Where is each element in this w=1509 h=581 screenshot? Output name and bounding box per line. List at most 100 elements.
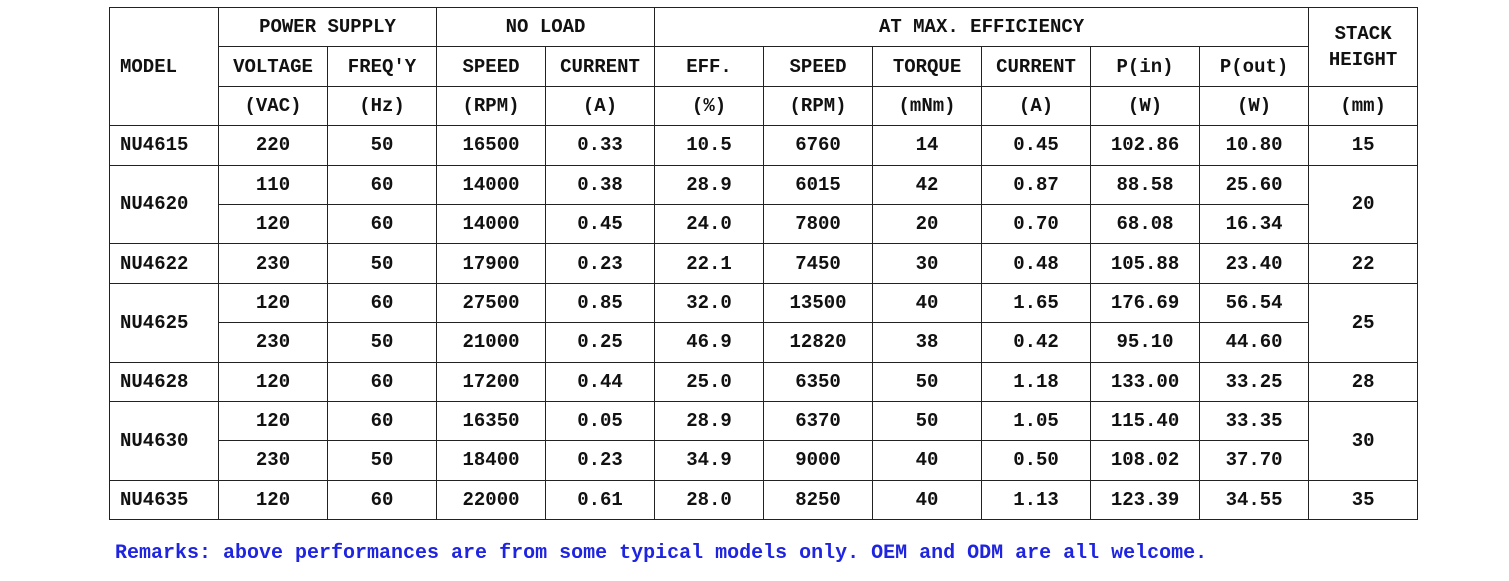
data-cell: 1.65: [981, 282, 1092, 324]
data-cell: 7800: [763, 203, 874, 245]
data-cell: 23.40: [1199, 243, 1310, 284]
header-row: VOLTAGE FREQ'Y SPEED CURRENT EFF. SPEED TORQUE…: [110, 46, 1418, 87]
stack-cell: 20: [1308, 164, 1419, 245]
data-cell: 34.9: [654, 440, 765, 481]
data-cell: 6350: [763, 361, 874, 402]
header-cell: SPEED: [763, 46, 874, 87]
stack-cell: 22: [1308, 243, 1419, 284]
data-row: NU4622 230 50 17900 0.23 22.1 7450 30 0.48 105.88…: [109, 243, 1419, 284]
model-cell: NU4622: [109, 243, 219, 284]
data-cell: 120: [218, 479, 328, 521]
data-cell: 37.70: [1199, 440, 1310, 481]
data-cell: 230: [218, 440, 328, 481]
header-cell: P(in): [1090, 46, 1201, 87]
data-cell: 6760: [763, 125, 874, 166]
unit-cell: (W): [1090, 85, 1201, 127]
stack-cell: 15: [1308, 125, 1419, 166]
data-cell: 16.34: [1199, 203, 1310, 245]
data-cell: 12820: [763, 322, 874, 363]
data-cell: 176.69: [1090, 282, 1201, 324]
model-cell: NU4628: [109, 361, 219, 402]
data-cell: 230: [218, 322, 328, 363]
data-cell: 24.0: [654, 203, 765, 245]
data-row: 230 50 21000 0.25 46.9 12820 38 0.42 95.10 44.60: [110, 322, 1418, 363]
data-cell: 28.9: [654, 164, 765, 205]
data-cell: 1.05: [981, 400, 1092, 442]
unit-cell: (RPM): [436, 85, 547, 127]
data-cell: 33.35: [1199, 400, 1310, 442]
model-cell: NU4625: [109, 282, 219, 363]
data-cell: 1.13: [981, 479, 1092, 521]
unit-cell: (mm): [1308, 85, 1419, 127]
header-row: MODEL POWER SUPPLY NO LOAD AT MAX. EFFIC…: [109, 6, 1419, 127]
data-cell: 60: [326, 361, 438, 402]
unit-cell: (A): [545, 85, 656, 127]
data-cell: 0.70: [981, 203, 1092, 245]
data-cell: 60: [326, 400, 438, 442]
unit-cell: (%): [654, 85, 765, 127]
data-cell: 0.38: [545, 164, 656, 205]
header-cell: POWER SUPPLY: [217, 6, 438, 48]
data-cell: 68.08: [1090, 203, 1201, 245]
data-cell: 102.86: [1090, 125, 1201, 166]
data-cell: 25.0: [654, 361, 765, 402]
data-cell: 0.61: [545, 479, 656, 521]
unit-cell: (RPM): [763, 85, 874, 127]
data-cell: 38: [872, 322, 983, 363]
data-cell: 105.88: [1090, 243, 1201, 284]
model-cell: NU4630: [109, 400, 219, 481]
data-cell: 0.85: [545, 282, 656, 324]
data-cell: 60: [326, 479, 438, 521]
header-cell: CURRENT: [545, 46, 656, 87]
header-cell: SPEED: [436, 46, 547, 87]
data-cell: 230: [218, 243, 328, 284]
stack-cell: 25: [1308, 282, 1419, 363]
unit-cell: (Hz): [326, 85, 438, 127]
header-cell: TORQUE: [872, 46, 983, 87]
data-cell: 60: [326, 282, 438, 324]
data-cell: 0.45: [981, 125, 1092, 166]
data-cell: 6370: [763, 400, 874, 442]
data-cell: 17200: [436, 361, 547, 402]
data-cell: 60: [326, 203, 438, 245]
data-cell: 27500: [436, 282, 547, 324]
data-cell: 50: [326, 125, 438, 166]
data-cell: 0.25: [545, 322, 656, 363]
header-cell: AT MAX. EFFICIENCY: [654, 6, 1310, 48]
data-row: NU4628 120 60 17200 0.44 25.0 6350 50 1.18 133.00…: [109, 361, 1419, 402]
data-cell: 50: [872, 400, 983, 442]
data-cell: 17900: [436, 243, 547, 284]
data-cell: 16500: [436, 125, 547, 166]
data-cell: 0.45: [545, 203, 656, 245]
data-cell: 22000: [436, 479, 547, 521]
data-cell: 10.5: [654, 125, 765, 166]
data-cell: 120: [218, 282, 328, 324]
data-cell: 120: [218, 400, 328, 442]
header-cell: MODEL: [109, 6, 219, 127]
data-cell: 40: [872, 479, 983, 521]
data-cell: 40: [872, 282, 983, 324]
stack-cell: 35: [1308, 479, 1419, 521]
remarks: Remarks: above performances are from som…: [115, 542, 1208, 565]
data-cell: 0.44: [545, 361, 656, 402]
data-cell: 42: [872, 164, 983, 205]
header-cell: CURRENT: [981, 46, 1092, 87]
header-cell: P(out): [1199, 46, 1310, 87]
data-cell: 0.50: [981, 440, 1092, 481]
data-cell: 9000: [763, 440, 874, 481]
data-cell: 8250: [763, 479, 874, 521]
data-cell: 220: [218, 125, 328, 166]
data-cell: 6015: [763, 164, 874, 205]
data-cell: 22.1: [654, 243, 765, 284]
data-cell: 30: [872, 243, 983, 284]
data-cell: 88.58: [1090, 164, 1201, 205]
data-cell: 33.25: [1199, 361, 1310, 402]
data-cell: 7450: [763, 243, 874, 284]
data-cell: 46.9: [654, 322, 765, 363]
data-cell: 123.39: [1090, 479, 1201, 521]
data-cell: 0.05: [545, 400, 656, 442]
unit-cell: (A): [981, 85, 1092, 127]
data-cell: 115.40: [1090, 400, 1201, 442]
data-cell: 56.54: [1199, 282, 1310, 324]
